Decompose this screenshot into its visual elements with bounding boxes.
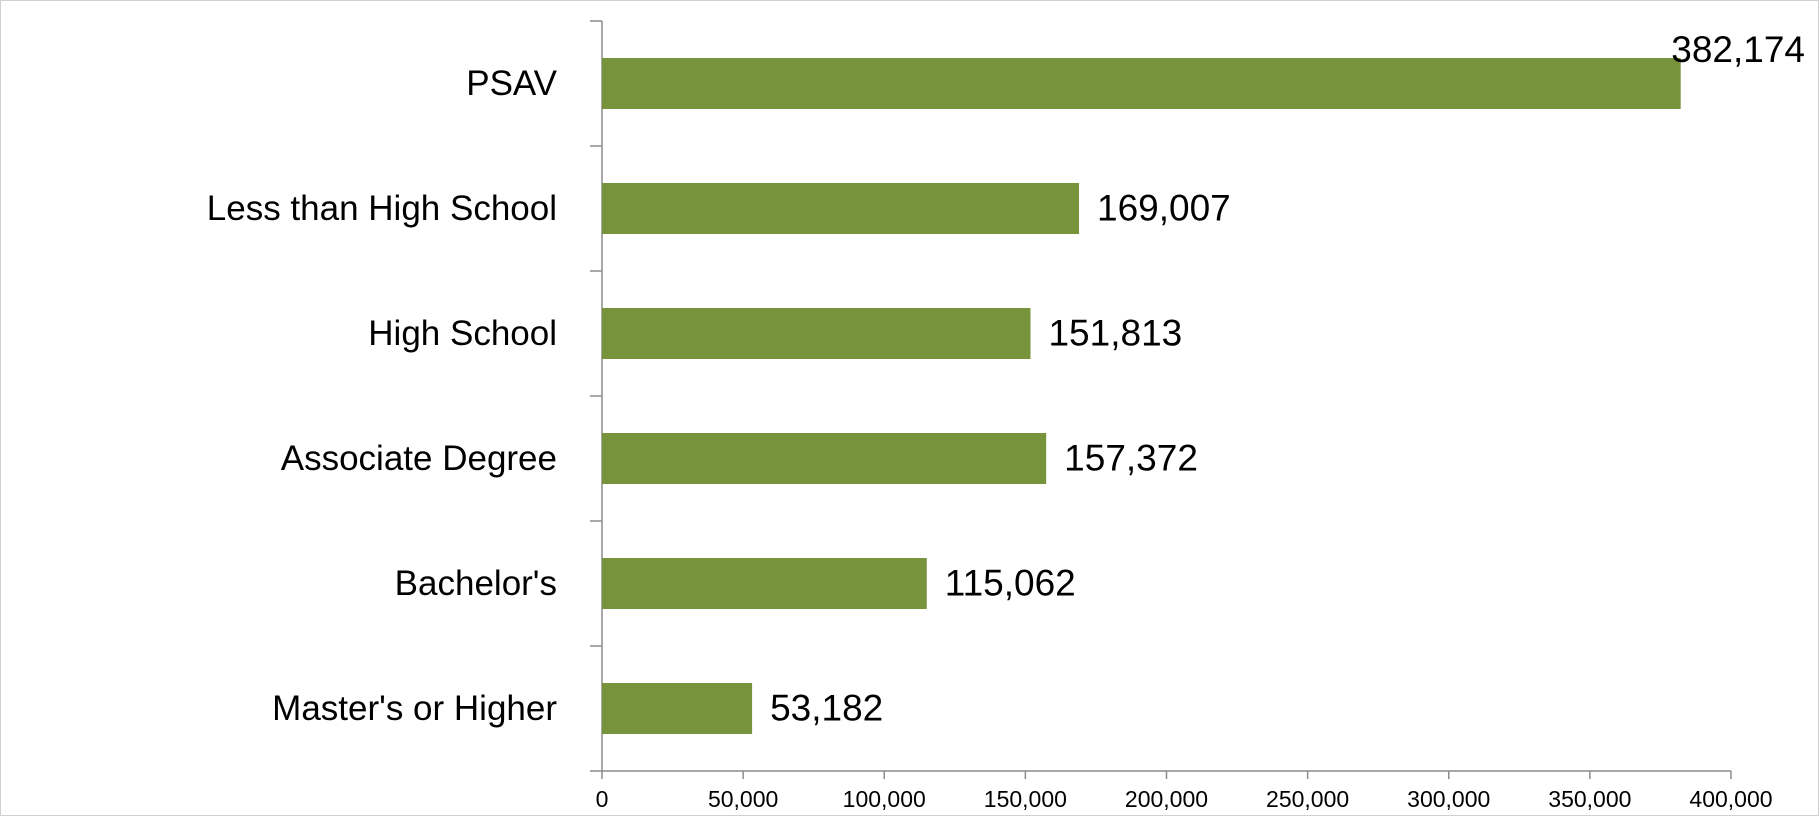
bar bbox=[602, 308, 1031, 359]
data-label: 382,174 bbox=[1671, 29, 1805, 70]
x-tick-label: 250,000 bbox=[1266, 786, 1349, 812]
x-tick-label: 50,000 bbox=[708, 786, 778, 812]
y-tick-label: Associate Degree bbox=[281, 439, 557, 478]
x-tick-label: 300,000 bbox=[1407, 786, 1490, 812]
data-label: 151,813 bbox=[1048, 312, 1182, 353]
bar bbox=[602, 683, 753, 734]
y-tick-label: Master's or Higher bbox=[272, 689, 557, 728]
bar bbox=[602, 558, 927, 609]
y-tick-label: High School bbox=[368, 314, 557, 353]
data-label: 115,062 bbox=[945, 562, 1076, 603]
x-tick-label: 200,000 bbox=[1125, 786, 1208, 812]
y-tick-label: Less than High School bbox=[207, 189, 557, 228]
bar bbox=[602, 183, 1080, 234]
y-tick-label: PSAV bbox=[466, 64, 557, 103]
data-label: 157,372 bbox=[1064, 437, 1198, 478]
x-tick-label: 100,000 bbox=[843, 786, 926, 812]
bar bbox=[602, 433, 1047, 484]
x-tick-label: 0 bbox=[596, 786, 609, 812]
x-tick-label: 350,000 bbox=[1548, 786, 1631, 812]
bar bbox=[602, 58, 1681, 109]
x-tick-label: 150,000 bbox=[984, 786, 1067, 812]
data-label: 53,182 bbox=[770, 687, 883, 728]
x-tick-label: 400,000 bbox=[1689, 786, 1772, 812]
y-tick-label: Bachelor's bbox=[395, 564, 557, 603]
data-label: 169,007 bbox=[1097, 187, 1231, 228]
